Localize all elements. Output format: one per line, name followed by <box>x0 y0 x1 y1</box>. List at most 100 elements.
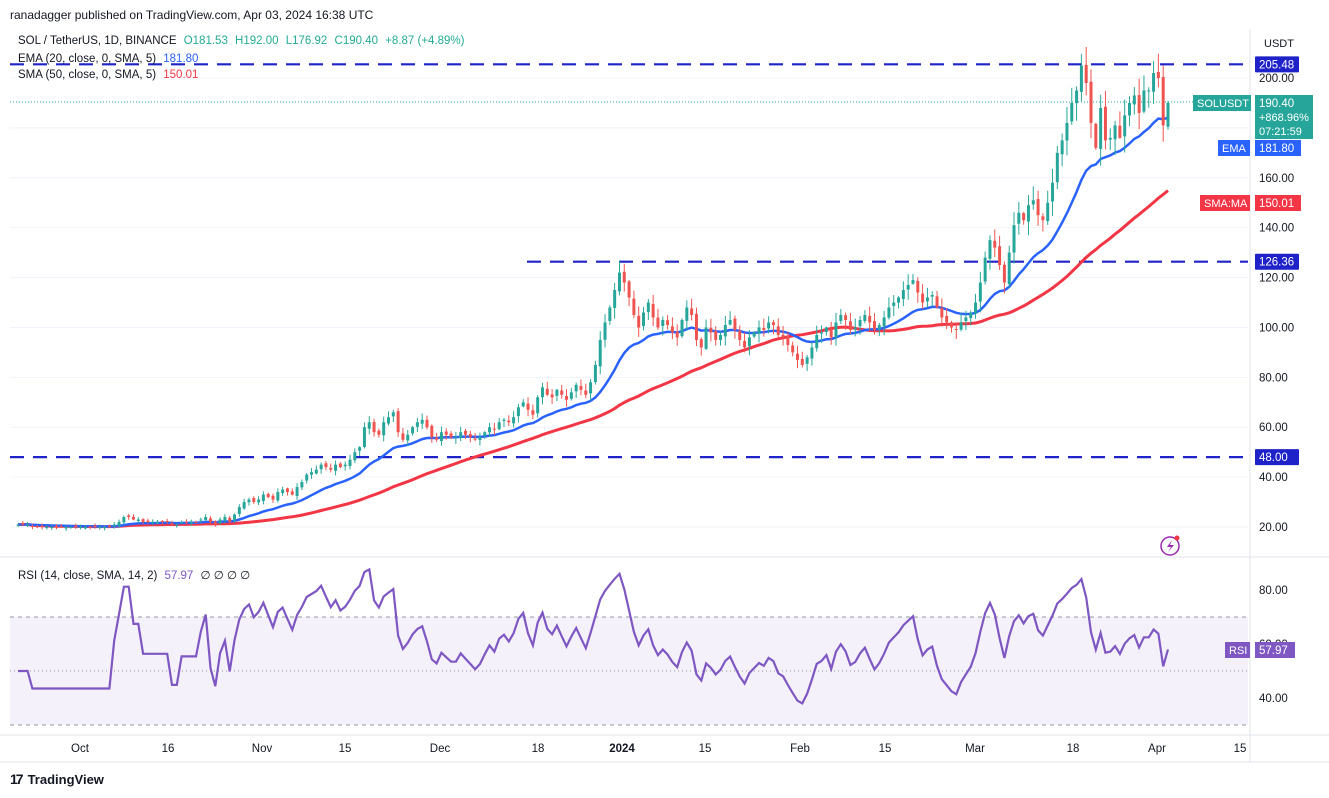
candle <box>218 517 222 525</box>
candle <box>444 428 448 440</box>
svg-text:205.48: 205.48 <box>1259 59 1294 71</box>
axes: 200.00 160.00 140.00 120.00 100.00 80.00 60.00… <box>71 73 1294 755</box>
candle <box>454 431 458 444</box>
candle <box>815 325 819 352</box>
candle <box>824 326 828 336</box>
candle <box>45 524 49 530</box>
ema-badge: EMA 181.80 <box>1218 140 1301 156</box>
candle <box>555 388 559 402</box>
candle <box>107 524 111 528</box>
candle <box>666 315 670 330</box>
candle <box>83 525 87 530</box>
candle <box>786 331 790 352</box>
candle <box>637 306 641 337</box>
candle <box>911 273 915 285</box>
candle <box>1041 213 1045 232</box>
price-tick: 120.00 <box>1259 273 1294 285</box>
rsi-legend-label: RSI (14, close, SMA, 14, 2) <box>18 570 158 582</box>
ohlc-low: L176.92 <box>285 35 328 47</box>
candle <box>387 411 390 426</box>
candle <box>295 483 299 500</box>
candle <box>1123 99 1127 153</box>
candles <box>16 46 1170 531</box>
candle <box>1070 87 1074 125</box>
candle <box>319 462 323 474</box>
candle <box>425 415 429 430</box>
candle <box>1137 78 1141 130</box>
candle <box>156 519 160 525</box>
candle <box>853 318 857 337</box>
candle <box>353 448 357 464</box>
candle <box>141 518 145 525</box>
candle <box>983 251 987 285</box>
tradingview-logo-icon: 17 <box>10 771 24 787</box>
candle <box>829 321 833 345</box>
candle <box>343 461 347 471</box>
candle <box>415 417 419 432</box>
candle <box>767 316 771 334</box>
time-tick: 15 <box>879 743 892 755</box>
candle <box>160 520 164 525</box>
candle <box>714 326 718 346</box>
candle <box>964 310 968 330</box>
candle <box>310 468 314 479</box>
candle <box>646 298 650 320</box>
candle <box>699 337 703 356</box>
symbol-label: SOL / TetherUS, 1D, BINANCE <box>18 35 177 47</box>
candle <box>435 432 439 443</box>
candle <box>945 308 949 329</box>
time-tick: 18 <box>1067 743 1080 755</box>
candle <box>593 360 597 385</box>
svg-text:SMA:MA: SMA:MA <box>1204 198 1248 210</box>
candle <box>21 520 25 526</box>
rsi-tick: 80.00 <box>1259 585 1288 597</box>
candle <box>872 313 876 335</box>
candle <box>868 306 872 333</box>
ohlc-high: H192.00 <box>235 35 279 47</box>
ema-legend: EMA (20, close, 0, SMA, 5) 181.80 <box>18 53 198 65</box>
candle <box>79 524 83 530</box>
candle <box>670 317 674 340</box>
candle <box>565 389 569 407</box>
candle <box>1012 212 1016 264</box>
candle <box>723 316 727 346</box>
candle <box>1060 133 1064 167</box>
candle <box>954 322 958 340</box>
candle <box>959 312 963 332</box>
candle <box>165 518 169 525</box>
candle <box>974 293 978 319</box>
candle <box>497 418 501 431</box>
candle <box>276 488 280 503</box>
candle <box>175 522 179 528</box>
candle <box>536 395 540 418</box>
tradingview-footer[interactable]: 17 TradingView <box>10 771 104 787</box>
lightning-icon[interactable] <box>1160 535 1180 556</box>
currency-label[interactable]: USDT <box>1264 38 1294 50</box>
candle <box>916 277 920 303</box>
candle <box>1079 54 1083 102</box>
rsi-legend-value: 57.97 <box>164 570 194 582</box>
candle <box>800 351 804 368</box>
candle <box>492 422 496 436</box>
candle <box>796 345 799 369</box>
candle <box>1147 87 1151 108</box>
candle <box>680 318 684 338</box>
candle <box>468 430 472 443</box>
candle <box>512 411 516 428</box>
candle <box>988 235 992 270</box>
svg-text:181.80: 181.80 <box>1259 143 1294 155</box>
candle <box>35 525 39 529</box>
candle <box>257 496 261 506</box>
candle <box>237 504 241 517</box>
candle <box>285 487 289 496</box>
time-tick: Apr <box>1148 743 1166 755</box>
candle <box>656 308 660 330</box>
candle <box>613 282 617 319</box>
ema-legend-label: EMA (20, close, 0, SMA, 5) <box>18 53 157 65</box>
candle <box>805 355 809 371</box>
time-tick: Dec <box>430 743 451 755</box>
candle <box>103 525 107 531</box>
time-tick: 15 <box>699 743 712 755</box>
time-tick: 15 <box>1234 743 1247 755</box>
